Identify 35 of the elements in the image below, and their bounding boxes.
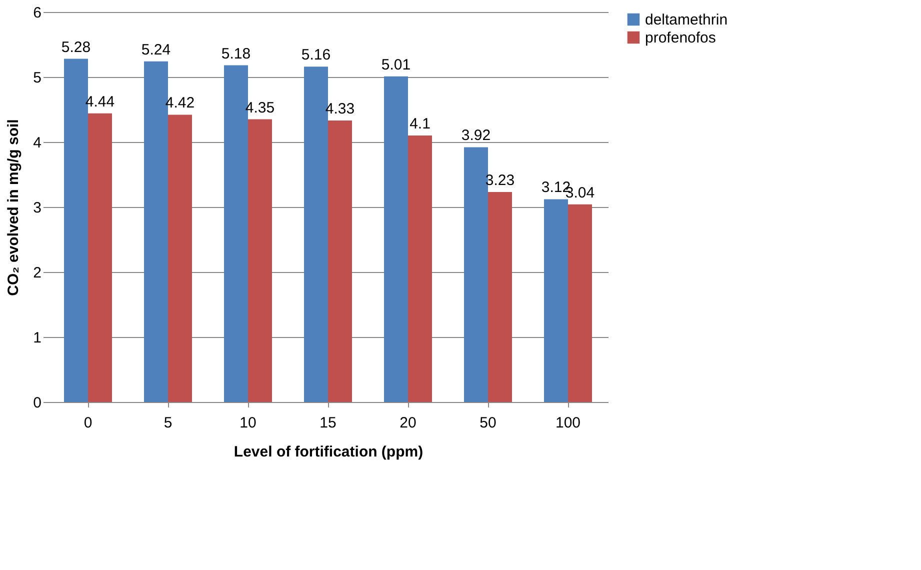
bar [464,147,488,402]
bar [88,113,112,402]
y-tick-label: 0 [33,394,42,412]
bar [544,199,568,402]
data-label: 5.01 [381,56,411,74]
y-tick-label: 3 [33,200,42,216]
x-tick-label: 0 [84,414,92,432]
y-tick-label: 1 [33,330,42,346]
y-tick-label: 2 [33,264,42,282]
legend-label: profenofos [645,30,716,46]
y-tick-label: 4 [33,134,42,152]
x-tick-label: 5 [164,414,172,432]
x-tick-label: 15 [320,414,336,432]
x-tick-label: 20 [400,414,416,432]
bar [248,119,272,402]
y-axis-title: CO₂ evolved in mg/g soil [5,119,22,296]
x-tick-label: 10 [240,414,256,432]
bar [168,114,192,402]
x-tick-label: 100 [555,414,581,432]
bar [488,192,512,402]
data-label: 5.18 [221,45,251,62]
data-label: 4.1 [410,116,430,132]
y-tick-label: 5 [33,70,42,86]
y-tick-label: 6 [33,4,42,22]
x-axis-title: Level of fortification (ppm) [234,444,424,460]
x-tick-label: 50 [480,414,496,432]
bar [384,76,408,402]
bar [328,120,352,402]
bar [568,204,592,402]
data-label: 5.28 [61,38,91,56]
data-label: 5.24 [141,41,171,58]
data-label: 3.92 [461,127,491,144]
data-label: 5.16 [301,46,331,64]
legend-label: deltamethrin [645,12,728,28]
bar [408,136,432,402]
